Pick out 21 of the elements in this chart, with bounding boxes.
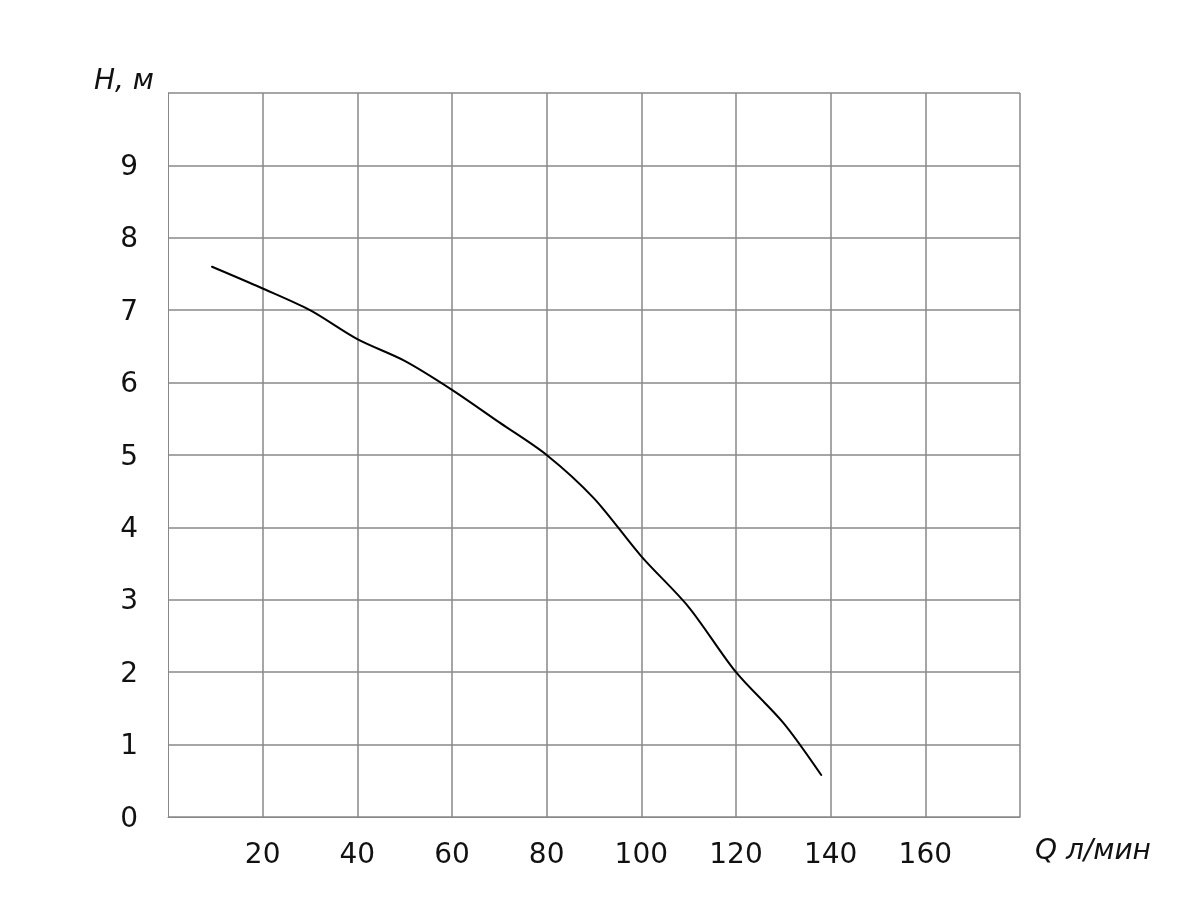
x-tick-label: 100	[614, 836, 669, 870]
y-tick-label: 0	[120, 800, 138, 834]
y-axis-title: H, м	[94, 62, 154, 96]
x-tick-label: 140	[803, 836, 858, 870]
x-tick-label: 20	[244, 836, 281, 870]
x-tick-label: 120	[709, 836, 763, 870]
x-tick-label: 80	[528, 836, 565, 870]
y-tick-label: 4	[120, 510, 138, 544]
y-tick-label: 2	[120, 655, 138, 689]
x-tick-label: 60	[434, 836, 470, 870]
line-series	[211, 265, 823, 777]
y-tick-label: 3	[120, 583, 138, 617]
y-tick-label: 8	[120, 221, 138, 255]
y-tick-label: 5	[120, 438, 138, 472]
y-tick-label: 1	[120, 728, 138, 762]
x-tick-label: 40	[339, 836, 376, 870]
y-tick-label: 6	[120, 366, 138, 400]
x-axis-title: Q л/мин	[1035, 832, 1151, 866]
y-tick-label: 7	[120, 293, 138, 327]
x-tick-label: 160	[898, 836, 953, 870]
y-tick-label: 9	[120, 148, 138, 182]
